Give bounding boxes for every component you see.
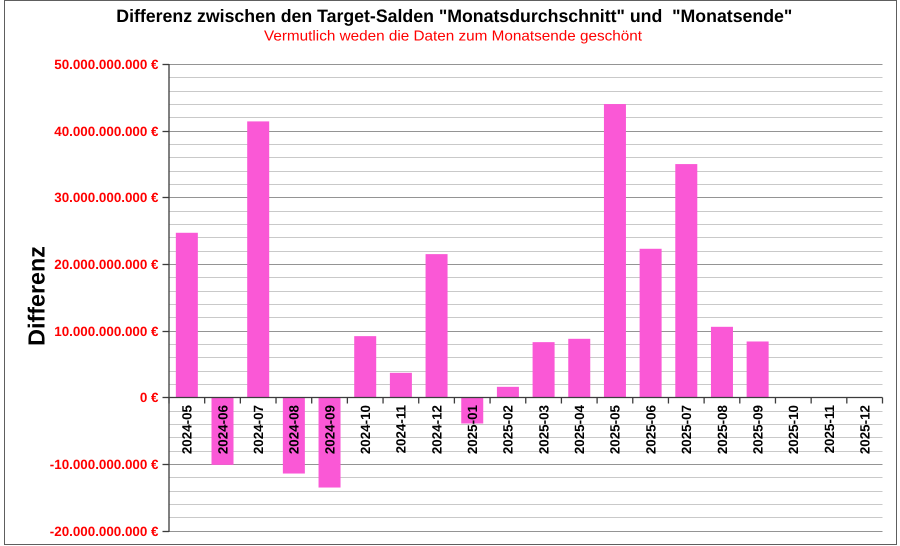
svg-text:-10.000.000.000 €: -10.000.000.000 € [50,457,159,472]
svg-text:2025-06: 2025-06 [643,405,658,454]
svg-text:2024-07: 2024-07 [251,405,266,454]
svg-text:Differenz: Differenz [23,246,49,346]
svg-text:2025-04: 2025-04 [572,404,587,454]
svg-text:30.000.000.000 €: 30.000.000.000 € [54,190,159,205]
svg-text:2024-09: 2024-09 [322,405,337,454]
svg-text:2024-05: 2024-05 [180,404,195,454]
svg-text:2025-07: 2025-07 [679,405,694,454]
svg-text:50.000.000.000 €: 50.000.000.000 € [54,57,159,72]
svg-text:2024-12: 2024-12 [429,405,444,454]
svg-text:-20.000.000.000 €: -20.000.000.000 € [50,524,159,539]
svg-text:2025-11: 2025-11 [822,404,837,453]
svg-text:0 €: 0 € [140,390,159,405]
svg-text:2025-03: 2025-03 [536,405,551,454]
svg-text:2024-10: 2024-10 [358,405,373,454]
svg-text:2025-12: 2025-12 [857,405,872,454]
svg-text:2024-06: 2024-06 [215,405,230,454]
svg-text:2025-08: 2025-08 [715,404,730,454]
svg-text:2025-09: 2025-09 [750,405,765,454]
svg-text:2025-05: 2025-05 [608,404,623,454]
svg-text:2024-11: 2024-11 [394,404,409,453]
svg-text:Differenz zwischen den Target-: Differenz zwischen den Target-Salden "Mo… [116,6,792,26]
svg-text:2025-10: 2025-10 [786,405,801,454]
svg-text:2025-01: 2025-01 [465,404,480,454]
svg-text:40.000.000.000 €: 40.000.000.000 € [54,124,159,139]
svg-text:Vermutlich weden die Daten zum: Vermutlich weden die Daten zum Monatsend… [264,29,642,45]
svg-text:2025-02: 2025-02 [501,405,516,454]
svg-text:2024-08: 2024-08 [287,404,302,454]
svg-text:10.000.000.000 €: 10.000.000.000 € [54,324,159,339]
svg-text:20.000.000.000 €: 20.000.000.000 € [54,257,159,272]
